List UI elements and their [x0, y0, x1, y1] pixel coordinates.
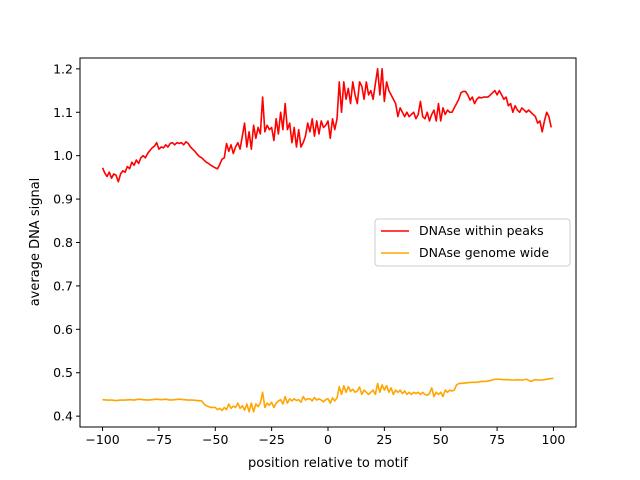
legend: DNAse within peaks DNAse genome wide [374, 218, 571, 267]
y-axis-ticks: 0.4 0.5 0.6 0.7 0.8 0.9 1.0 1.1 1.2 [53, 61, 80, 424]
x-tick-label: 25 [376, 432, 392, 447]
x-tick-label: −100 [85, 432, 119, 447]
x-tick-label: −75 [146, 432, 172, 447]
y-tick-label: 0.4 [53, 409, 73, 424]
y-axis-label: average DNA signal [28, 178, 43, 307]
series-line-within-peaks [101, 68, 552, 183]
y-tick-label: 0.8 [53, 235, 73, 250]
x-axis-label: position relative to motif [248, 456, 408, 471]
x-tick-label: 50 [433, 432, 449, 447]
series-lines [101, 68, 554, 413]
x-tick-label: −50 [202, 432, 228, 447]
y-tick-label: 1.0 [53, 148, 73, 163]
legend-label-genome-wide: DNAse genome wide [419, 245, 549, 260]
x-axis-ticks: −100 −75 −50 −25 0 25 50 75 100 [85, 427, 565, 447]
y-tick-label: 0.9 [53, 192, 73, 207]
series-line-genome-wide [102, 377, 554, 413]
y-tick-label: 1.1 [53, 105, 73, 120]
x-tick-label: 75 [489, 432, 505, 447]
x-tick-label: 100 [542, 432, 566, 447]
x-tick-label: 0 [324, 432, 332, 447]
x-tick-label: −25 [258, 432, 284, 447]
legend-label-within-peaks: DNAse within peaks [419, 223, 544, 238]
y-tick-label: 0.7 [53, 278, 73, 293]
y-tick-label: 0.5 [53, 365, 73, 380]
legend-box [374, 218, 571, 267]
y-tick-label: 0.6 [53, 322, 73, 337]
y-tick-label: 1.2 [53, 61, 73, 76]
